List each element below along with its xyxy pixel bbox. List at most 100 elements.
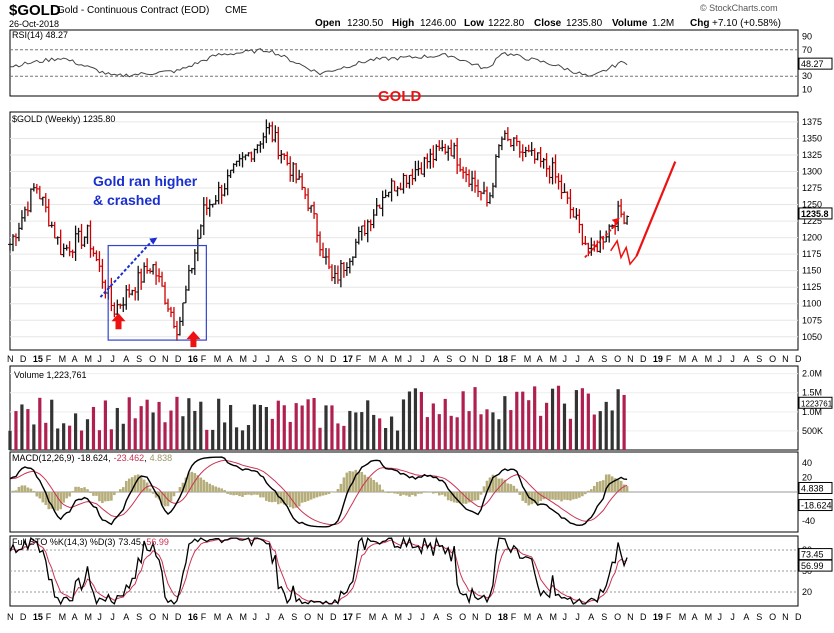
volume-bar bbox=[217, 398, 221, 450]
red-up-arrow-icon bbox=[186, 331, 201, 348]
volume-bar bbox=[264, 406, 268, 450]
volume-bar bbox=[240, 430, 245, 450]
projection-zigzag bbox=[610, 239, 638, 266]
volume-bar bbox=[56, 428, 60, 450]
rsi-panel-frame bbox=[9, 29, 799, 97]
volume-bar bbox=[342, 425, 346, 450]
macd-histogram-bar bbox=[485, 480, 489, 492]
volume-bar bbox=[616, 389, 620, 450]
price-month-label: M bbox=[59, 354, 67, 364]
macd-tick-label: 20 bbox=[802, 472, 812, 482]
volume-bar bbox=[562, 403, 567, 450]
crash-box bbox=[107, 244, 207, 341]
macd-histogram-bar bbox=[14, 490, 18, 492]
macd-histogram-bar bbox=[470, 492, 474, 502]
sto-month-label: A bbox=[227, 612, 233, 622]
rsi-line bbox=[10, 48, 628, 78]
volume-bar bbox=[455, 417, 459, 450]
macd-histogram-bar bbox=[172, 492, 176, 497]
watermark: © StockCharts.com bbox=[700, 3, 778, 13]
close-label: Close bbox=[534, 18, 562, 29]
volume-bar bbox=[211, 429, 215, 450]
price-month-label: O bbox=[614, 354, 621, 364]
sto-month-label: M bbox=[85, 612, 93, 622]
price-month-label: F bbox=[46, 354, 52, 364]
sto-month-label: 16 bbox=[188, 612, 198, 622]
sto-month-label: M bbox=[369, 612, 377, 622]
volume-bar bbox=[550, 388, 555, 450]
sto-month-label: J bbox=[265, 612, 270, 622]
macd-histogram-bar bbox=[560, 492, 563, 502]
volume-bar bbox=[622, 394, 626, 450]
macd-histogram-bar bbox=[473, 492, 477, 501]
macd-histogram-bar bbox=[235, 492, 238, 495]
volume-legend: Volume 1,223,761 bbox=[14, 370, 87, 380]
macd-line bbox=[9, 456, 628, 528]
macd-histogram-bar bbox=[354, 469, 358, 492]
sto-month-label: D bbox=[330, 612, 337, 622]
macd-histogram-bar bbox=[446, 492, 450, 501]
sto-month-label: F bbox=[511, 612, 517, 622]
macd-histogram-bar bbox=[98, 492, 101, 502]
price-legend: $GOLD (Weekly) 1235.80 bbox=[12, 114, 115, 124]
price-panel: 1375 1350 1325 1300 1275 1250 1225 1200 1175 1150… bbox=[8, 111, 833, 351]
volume-last-value: 1223761 bbox=[801, 399, 833, 408]
macd-histogram-bar bbox=[62, 492, 65, 503]
macd-histogram-bar bbox=[622, 484, 626, 492]
macd-histogram-bar bbox=[121, 487, 125, 492]
sto-month-label: F bbox=[666, 612, 672, 622]
macd-histogram-bar bbox=[136, 474, 140, 492]
sto-month-label: A bbox=[433, 612, 439, 622]
sto-month-label: A bbox=[588, 612, 594, 622]
macd-histogram-bar bbox=[157, 492, 161, 500]
macd-histogram-bar bbox=[169, 492, 173, 502]
sto-month-label: J bbox=[420, 612, 425, 622]
macd-histogram-bar bbox=[262, 492, 265, 498]
macd-histogram-bar bbox=[214, 486, 217, 492]
macd-histogram-bar bbox=[551, 492, 554, 500]
sto-month-label: 17 bbox=[343, 612, 353, 622]
price-month-label: M bbox=[679, 354, 687, 364]
volume-bar bbox=[473, 387, 477, 450]
price-month-label: J bbox=[97, 354, 102, 364]
sto-month-label: J bbox=[407, 612, 412, 622]
macd-last-value: -18.624 bbox=[801, 501, 832, 511]
price-month-label: N bbox=[627, 354, 634, 364]
volume-bar bbox=[288, 421, 292, 450]
price-last-tag bbox=[798, 207, 833, 220]
sto-last-tag bbox=[798, 548, 833, 561]
macd-legend-value-macd: -18.624 bbox=[78, 453, 109, 463]
volume-bar bbox=[401, 399, 406, 450]
macd-histogram-bar bbox=[533, 492, 536, 504]
sto-month-label: F bbox=[356, 612, 362, 622]
macd-histogram-bar bbox=[274, 492, 277, 502]
volume-bar bbox=[294, 403, 298, 450]
macd-histogram-bar bbox=[154, 492, 158, 498]
macd-histogram-bar bbox=[509, 484, 513, 492]
macd-histogram-bar bbox=[587, 490, 590, 492]
macd-histogram-bar bbox=[229, 492, 232, 495]
sto-month-label: M bbox=[214, 612, 222, 622]
volume-bar bbox=[270, 418, 274, 450]
macd-histogram-bar bbox=[226, 492, 229, 494]
macd-histogram-bar bbox=[110, 492, 113, 501]
volume-bar bbox=[97, 430, 102, 450]
macd-histogram-bar bbox=[348, 471, 352, 492]
volume-bar bbox=[360, 412, 364, 450]
volume-bar bbox=[73, 413, 78, 450]
volume-bar bbox=[580, 388, 584, 450]
volume-bar bbox=[79, 430, 84, 450]
price-month-label: J bbox=[575, 354, 580, 364]
macd-histogram-bar bbox=[408, 492, 411, 497]
price-tick-label: 1150 bbox=[802, 266, 821, 276]
macd-histogram-bar bbox=[29, 488, 33, 492]
volume-bar bbox=[395, 430, 400, 450]
sto-last-value: 73.45 bbox=[801, 550, 824, 560]
chart-date: 26-Oct-2018 bbox=[9, 19, 59, 29]
volume-bar bbox=[151, 412, 155, 450]
sto-month-label: J bbox=[730, 612, 735, 622]
price-month-label: J bbox=[407, 354, 412, 364]
price-month-label: J bbox=[252, 354, 257, 364]
macd-histogram-bar bbox=[384, 492, 387, 493]
price-month-label: J bbox=[420, 354, 425, 364]
